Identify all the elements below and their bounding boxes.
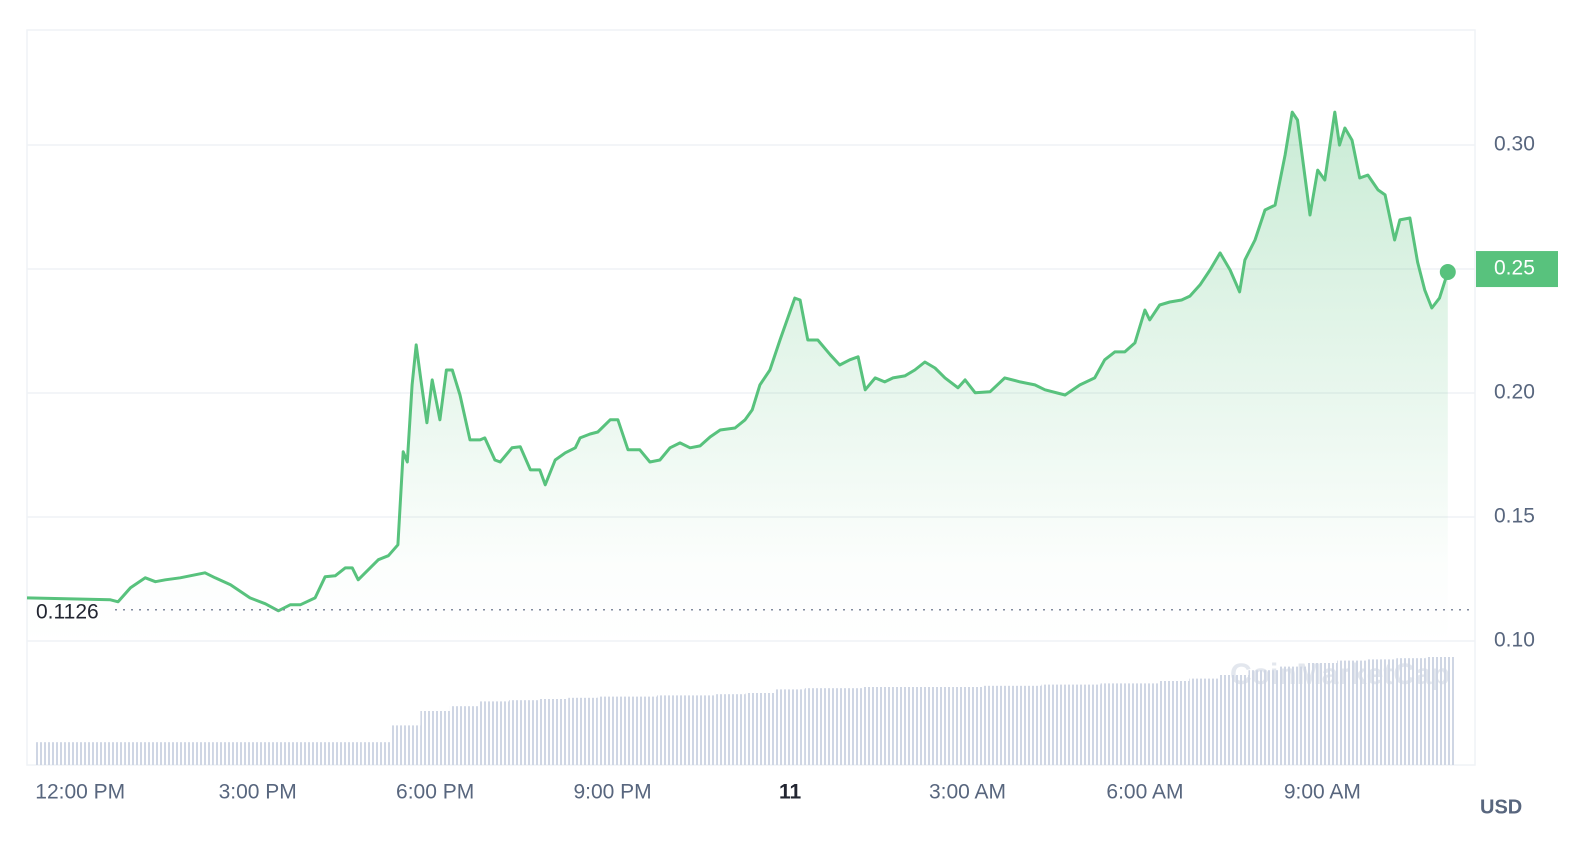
volume-bar xyxy=(1100,683,1131,765)
axis-label: USD xyxy=(1480,796,1522,818)
volume-bar xyxy=(597,696,628,765)
volume-bar xyxy=(716,694,746,765)
volume-bar xyxy=(863,687,894,765)
volume-bar xyxy=(538,699,569,765)
volume-bar xyxy=(1130,683,1160,765)
x-tick-label: 12:00 PM xyxy=(35,781,125,804)
x-tick-label: 6:00 PM xyxy=(396,781,474,804)
volume-bar xyxy=(656,695,687,765)
volume-bar xyxy=(449,706,480,765)
volume-bar xyxy=(35,742,66,765)
y-tick-label: 0.10 xyxy=(1494,629,1535,652)
volume-bar xyxy=(834,688,864,765)
volume-bar xyxy=(331,742,362,765)
volume-bar xyxy=(154,742,184,765)
volume-bar xyxy=(420,711,450,765)
x-tick-label: 6:00 AM xyxy=(1106,781,1183,804)
volume-bar xyxy=(982,685,1012,765)
volume-bar xyxy=(1307,663,1338,765)
volume-bar xyxy=(952,687,983,765)
volume-bar xyxy=(1218,675,1249,765)
open-price-label: 0.1126 xyxy=(36,600,99,623)
volume-bar xyxy=(1041,684,1072,765)
price-area xyxy=(27,112,1448,646)
volume-bar xyxy=(1189,678,1219,765)
volume-bar xyxy=(302,742,332,765)
x-tick-label: 3:00 AM xyxy=(929,781,1006,804)
volume-bar xyxy=(390,725,421,765)
volume-bar xyxy=(272,742,303,765)
volume-bar xyxy=(568,697,598,765)
volume-bar xyxy=(1425,657,1456,765)
volume-bar xyxy=(361,742,391,765)
y-tick-label: 0.20 xyxy=(1494,381,1535,404)
volume-bar xyxy=(923,687,953,765)
volume-bar xyxy=(775,689,805,765)
volume-bar xyxy=(686,695,717,765)
volume-bar xyxy=(804,688,835,765)
volume-bar xyxy=(1159,681,1190,765)
volume-bar xyxy=(95,742,125,765)
volume-bar xyxy=(124,742,155,765)
y-tick-label: 0.30 xyxy=(1494,133,1535,156)
volume-bar xyxy=(1071,684,1101,765)
volume-bar xyxy=(627,696,657,765)
y-tick-label: 0.15 xyxy=(1494,505,1535,528)
x-tick-label: 11 xyxy=(779,781,802,804)
x-tick-label: 9:00 AM xyxy=(1284,781,1361,804)
x-tick-label: 9:00 PM xyxy=(573,781,651,804)
x-tick-label: 3:00 PM xyxy=(219,781,297,804)
volume-bar xyxy=(509,700,539,765)
volume-bar xyxy=(242,742,273,765)
volume-bar xyxy=(65,742,96,765)
price-line xyxy=(26,110,1450,613)
current-price-tag xyxy=(1476,251,1558,288)
volume-bar xyxy=(1011,685,1042,765)
volume-bar xyxy=(745,693,776,765)
last-point xyxy=(1439,264,1456,281)
volume-bar xyxy=(1278,666,1308,765)
volume-bar xyxy=(479,701,510,765)
current-price-label: 0.25 xyxy=(1494,257,1535,280)
volume-bar xyxy=(1337,660,1367,765)
volume-bar xyxy=(893,687,924,765)
volume-bar xyxy=(183,742,214,765)
volume-bar xyxy=(213,742,243,765)
volume-bar xyxy=(1248,670,1279,765)
volume-bar xyxy=(1396,658,1426,765)
volume-bar xyxy=(1366,659,1397,765)
